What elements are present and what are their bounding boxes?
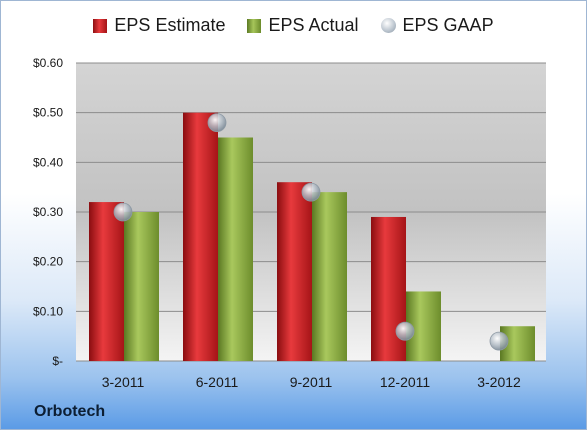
x-tick-label: 3-2011 (102, 374, 145, 390)
x-tick-label: 12-2011 (380, 374, 431, 390)
legend-swatch-eps-actual (247, 18, 262, 33)
legend-label-eps-estimate: EPS Estimate (114, 15, 226, 35)
x-tick-label: 3-2012 (477, 374, 521, 390)
legend-item-eps-actual: EPS Actual (247, 15, 359, 36)
bar-eps-estimate (277, 182, 312, 361)
x-tick-label: 9-2011 (290, 374, 333, 390)
marker-eps-gaap (207, 113, 227, 132)
bar-eps-actual (312, 192, 347, 361)
y-tick-label: $0.30 (33, 205, 63, 219)
y-tick-label: $- (52, 354, 63, 368)
marker-eps-gaap (489, 331, 509, 351)
bar-eps-estimate (89, 202, 124, 361)
y-tick-label: $0.20 (33, 255, 63, 269)
y-tick-label: $0.60 (33, 56, 63, 70)
marker-eps-gaap (395, 321, 415, 341)
company-name: Orbotech (34, 403, 106, 420)
y-tick-label: $0.50 (33, 106, 63, 120)
marker-eps-gaap (113, 202, 133, 222)
y-tick-label: $0.10 (33, 304, 63, 318)
legend-swatch-eps-gaap (380, 18, 396, 33)
marker-eps-gaap (301, 182, 321, 202)
legend-item-eps-gaap: EPS GAAP (380, 15, 494, 36)
legend-label-eps-gaap: EPS GAAP (402, 15, 494, 35)
legend-swatch-eps-estimate (93, 18, 108, 33)
chart-legend: EPS Estimate EPS Actual EPS GAAP (1, 15, 586, 36)
bar-eps-actual (218, 137, 253, 361)
bar-eps-estimate (183, 112, 218, 362)
x-tick-label: 6-2011 (196, 374, 239, 390)
legend-label-eps-actual: EPS Actual (268, 15, 359, 35)
legend-item-eps-estimate: EPS Estimate (93, 15, 225, 36)
y-tick-label: $0.40 (33, 155, 63, 169)
bar-eps-actual (124, 212, 159, 361)
